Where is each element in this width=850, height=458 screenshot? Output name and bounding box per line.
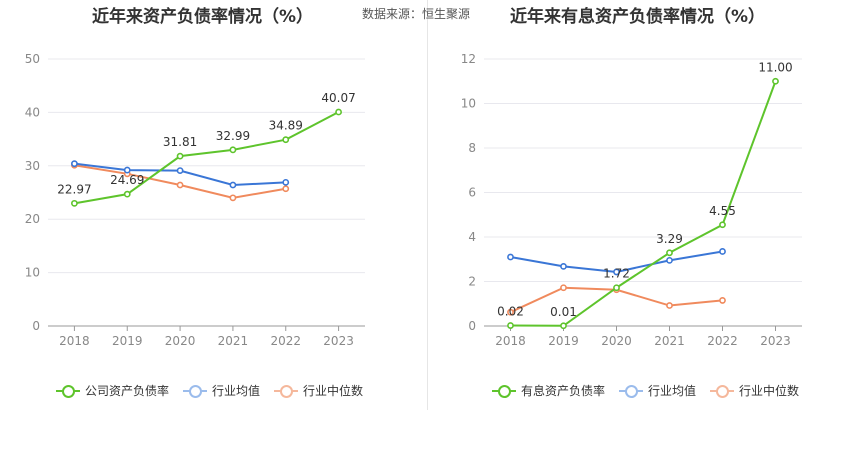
chart-plot-area: 0 2 4 6 8 10 12 2018 2019 2020 2021 2022 2023 0.02 0.0… [461, 52, 802, 348]
chart-plot-area: 0 10 20 30 40 50 2018 2019 2020 2021 2022 2023 22.97… [25, 52, 365, 348]
legend-label: 行业均值 [212, 384, 261, 398]
data-label: 3.29 [656, 232, 683, 246]
data-source-label: 数据来源：恒生聚源 [362, 7, 471, 21]
data-point [229, 146, 237, 154]
y-tick-label: 30 [25, 159, 40, 173]
legend-line-icon [710, 384, 735, 398]
legend-item-industry-median[interactable]: 行业中位数 [274, 382, 363, 399]
x-tick-label: 2023 [323, 334, 354, 348]
data-point [560, 322, 567, 330]
data-point [666, 256, 673, 264]
y-tick-label: 4 [468, 230, 476, 244]
data-label: 1.72 [603, 267, 630, 281]
y-tick-label: 12 [461, 52, 476, 66]
y-tick-label: 10 [25, 266, 40, 280]
chart-panel-debt-ratio: 近年来资产负债率情况（%） 0 10 20 30 40 50 2018 2019 2020 202… [0, 0, 425, 420]
data-label: 11.00 [758, 60, 792, 74]
data-point [719, 221, 726, 229]
chart-title: 近年来资产负债率情况（%） [92, 7, 314, 27]
data-point [507, 253, 514, 261]
data-point [335, 108, 342, 116]
panel-divider [427, 0, 428, 410]
data-point [560, 262, 567, 270]
legend-item-company[interactable]: 公司资产负债率 [56, 382, 169, 399]
data-point [71, 199, 78, 207]
data-label: 24.69 [110, 173, 144, 187]
x-tick-label: 2021 [218, 334, 249, 348]
y-tick-label: 8 [468, 141, 476, 155]
y-tick-label: 0 [32, 319, 40, 333]
legend-label: 行业均值 [648, 384, 697, 398]
x-tick-label: 2019 [548, 334, 579, 348]
data-point [282, 185, 290, 193]
y-tick-label: 6 [468, 186, 476, 200]
legend-item-industry-median[interactable]: 行业中位数 [710, 382, 799, 399]
legend-label: 行业中位数 [739, 384, 800, 398]
legend-line-icon [619, 384, 644, 398]
data-point [560, 284, 567, 292]
y-tick-label: 20 [25, 212, 40, 226]
legend-line-icon [183, 384, 208, 398]
x-tick-label: 2019 [112, 334, 143, 348]
data-label: 40.07 [321, 91, 355, 105]
legend-line-icon [492, 384, 516, 398]
data-point [176, 167, 184, 175]
data-point [719, 297, 726, 304]
data-point [229, 181, 237, 189]
y-tick-label: 10 [461, 97, 476, 111]
legend-item-company[interactable]: 有息资产负债率 [492, 382, 605, 399]
data-point [666, 302, 673, 309]
data-label: 31.81 [163, 135, 197, 149]
legend-line-icon [274, 384, 299, 398]
data-point [613, 268, 620, 276]
data-point [507, 308, 514, 316]
y-tick-label: 0 [468, 319, 476, 333]
y-tick-label: 50 [25, 52, 40, 66]
data-point [666, 249, 673, 257]
data-label: 34.89 [269, 119, 303, 133]
legend-line-icon [56, 384, 80, 398]
x-tick-label: 2023 [760, 334, 791, 348]
data-label: 22.97 [57, 182, 91, 196]
data-point [229, 194, 237, 202]
x-tick-label: 2022 [270, 334, 301, 348]
legend-label: 行业中位数 [303, 384, 364, 398]
data-point [282, 136, 290, 144]
data-label: 4.55 [709, 204, 736, 218]
data-point [613, 284, 620, 292]
y-tick-label: 40 [25, 105, 40, 119]
x-tick-label: 2018 [495, 334, 526, 348]
x-tick-label: 2018 [59, 334, 90, 348]
data-point [71, 160, 78, 168]
legend-label: 公司资产负债率 [85, 384, 170, 398]
chart-legend: 公司资产负债率 行业均值 行业中位数 [56, 382, 377, 399]
x-tick-label: 2020 [601, 334, 632, 348]
data-point [719, 248, 726, 255]
data-point [282, 178, 290, 186]
legend-label: 有息资产负债率 [521, 384, 606, 398]
legend-item-industry-mean[interactable]: 行业均值 [619, 382, 696, 399]
data-point [507, 322, 514, 329]
series-line [74, 111, 340, 205]
chart-legend: 有息资产负债率 行业均值 行业中位数 [492, 382, 813, 399]
chart-panel-interest-debt-ratio: 近年来有息资产负债率情况（%） 0 2 4 6 8 10 12 2018 2019 2020 202… [430, 0, 850, 420]
y-tick-label: 2 [468, 275, 476, 289]
data-label: 0.02 [497, 305, 524, 319]
x-tick-label: 2022 [707, 334, 738, 348]
data-label: 32.99 [216, 129, 250, 143]
data-point [176, 181, 184, 189]
data-point [176, 152, 184, 160]
data-point [123, 190, 131, 198]
data-point [772, 77, 779, 85]
data-label: 0.01 [550, 305, 577, 319]
chart-title: 近年来有息资产负债率情况（%） [510, 7, 766, 27]
series-line [510, 80, 777, 327]
data-point [123, 166, 131, 174]
x-tick-label: 2020 [165, 334, 196, 348]
x-tick-label: 2021 [654, 334, 685, 348]
legend-item-industry-mean[interactable]: 行业均值 [183, 382, 260, 399]
